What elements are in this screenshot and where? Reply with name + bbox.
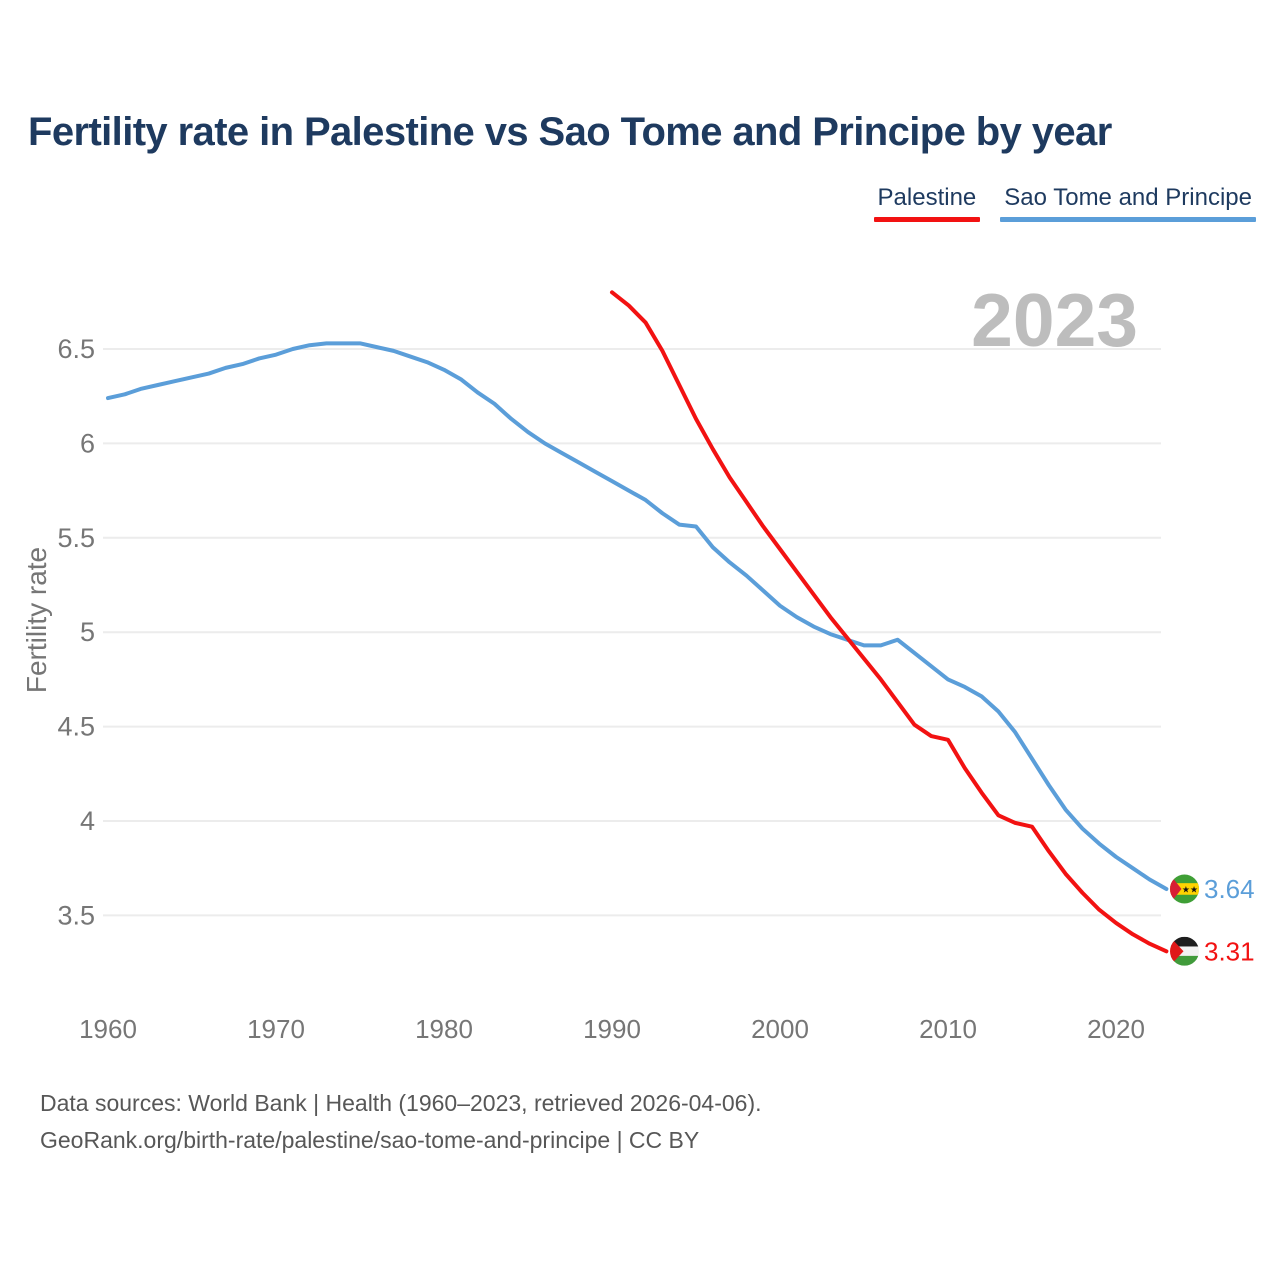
y-tick-label: 6.5: [57, 334, 95, 364]
x-tick-label: 2010: [919, 1014, 977, 1044]
line-chart-canvas[interactable]: 6.5 6 5.5 5 4.5 4 3.5 1960 1970 1980 1990 2000 2010 2…: [0, 0, 1280, 1080]
legend-item-palestine[interactable]: Palestine: [873, 184, 981, 222]
sao-tome-and-principe-flag-icon: ★★: [1170, 874, 1199, 904]
legend-label-palestine: Palestine: [877, 184, 977, 211]
palestine-line: [610, 290, 1169, 954]
legend-color-bar-palestine: [873, 217, 981, 222]
x-tick-label: 2000: [751, 1014, 809, 1044]
chart-title: Fertility rate in Palestine vs Sao Tome …: [28, 110, 1112, 154]
y-tick-label: 6: [80, 428, 95, 458]
year-watermark: 2023: [971, 278, 1138, 362]
legend: Palestine Sao Tome and Principe: [873, 184, 1256, 222]
y-tick-label: 4: [80, 806, 95, 836]
footer-data-sources: Data sources: World Bank | Health (1960–…: [40, 1090, 762, 1116]
footer: Data sources: World Bank | Health (1960–…: [40, 1085, 762, 1159]
y-tick-label: 3.5: [57, 900, 95, 930]
footer-attribution: GeoRank.org/birth-rate/palestine/sao-tom…: [40, 1127, 700, 1153]
x-tick-label: 2020: [1087, 1014, 1145, 1044]
y-tick-label: 4.5: [57, 712, 95, 742]
palestine-flag-icon: [1170, 936, 1199, 966]
y-tick-label: 5.5: [57, 523, 95, 553]
sao-tome-and-principe-line: [106, 341, 1169, 891]
x-tick-label: 1980: [415, 1014, 473, 1044]
legend-item-sao-tome-and-principe[interactable]: Sao Tome and Principe: [1000, 184, 1256, 222]
legend-label-sao-tome-and-principe: Sao Tome and Principe: [1004, 184, 1252, 211]
x-tick-label: 1960: [79, 1014, 137, 1044]
x-tick-label: 1990: [583, 1014, 641, 1044]
y-tick-label: 5: [80, 617, 95, 647]
legend-color-bar-sao-tome-and-principe: [1000, 217, 1256, 222]
svg-text:★★: ★★: [1182, 885, 1198, 895]
x-tick-label: 1970: [247, 1014, 305, 1044]
y-axis-title: Fertility rate: [21, 547, 52, 693]
palestine-end-value: 3.31: [1204, 936, 1255, 966]
sao-tome-and-principe-end-value: 3.64: [1204, 874, 1255, 904]
